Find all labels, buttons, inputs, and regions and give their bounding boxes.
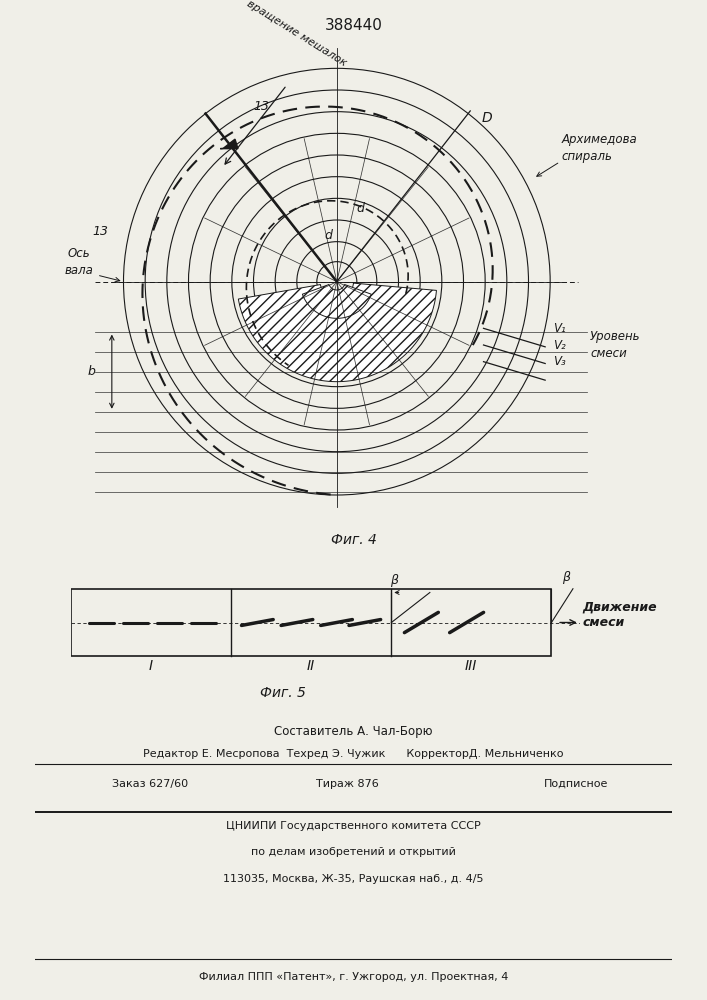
Text: Филиал ППП «Патент», г. Ужгород, ул. Проектная, 4: Филиал ППП «Патент», г. Ужгород, ул. Про… [199,972,508,982]
Text: 388440: 388440 [325,17,382,32]
Text: 13: 13 [254,100,270,113]
Polygon shape [238,283,436,382]
Text: 13: 13 [92,225,108,238]
Text: β: β [390,574,398,587]
Polygon shape [303,285,371,318]
Text: Редактор Е. Месропова  Техред Э. Чужик      КорректорД. Мельниченко: Редактор Е. Месропова Техред Э. Чужик Ко… [144,749,563,759]
Text: I: I [149,660,153,674]
Text: d: d [325,229,332,242]
Text: Архимедова
спираль: Архимедова спираль [562,133,638,163]
Bar [71,589,551,656]
Text: V₁: V₁ [554,322,566,335]
Text: V₂: V₂ [554,339,566,352]
Text: Фиг. 5: Фиг. 5 [260,686,305,700]
Text: Уровень
смеси: Уровень смеси [590,330,641,360]
Text: Ось
вала: Ось вала [64,247,93,277]
Text: d: d [356,202,364,215]
Text: 113035, Москва, Ж-35, Раушская наб., д. 4/5: 113035, Москва, Ж-35, Раушская наб., д. … [223,874,484,884]
Text: по делам изобретений и открытий: по делам изобретений и открытий [251,847,456,857]
Text: Движение
смеси: Движение смеси [583,600,658,630]
Text: ЦНИИПИ Государственного комитета СССР: ЦНИИПИ Государственного комитета СССР [226,821,481,831]
Text: Тираж 876: Тираж 876 [316,779,378,789]
Text: Фиг. 4: Фиг. 4 [331,533,376,547]
Text: V₃: V₃ [554,355,566,368]
Text: Заказ 627/60: Заказ 627/60 [112,779,188,789]
Text: D: D [481,111,492,125]
Text: Подписное: Подписное [544,779,609,789]
Polygon shape [220,139,238,149]
Text: b: b [88,365,95,378]
Text: III: III [465,660,477,674]
Text: II: II [307,660,315,674]
Text: Составитель А. Чал-Борю: Составитель А. Чал-Борю [274,725,433,738]
Text: β: β [561,571,570,584]
Text: вращение мешалок: вращение мешалок [245,0,349,68]
